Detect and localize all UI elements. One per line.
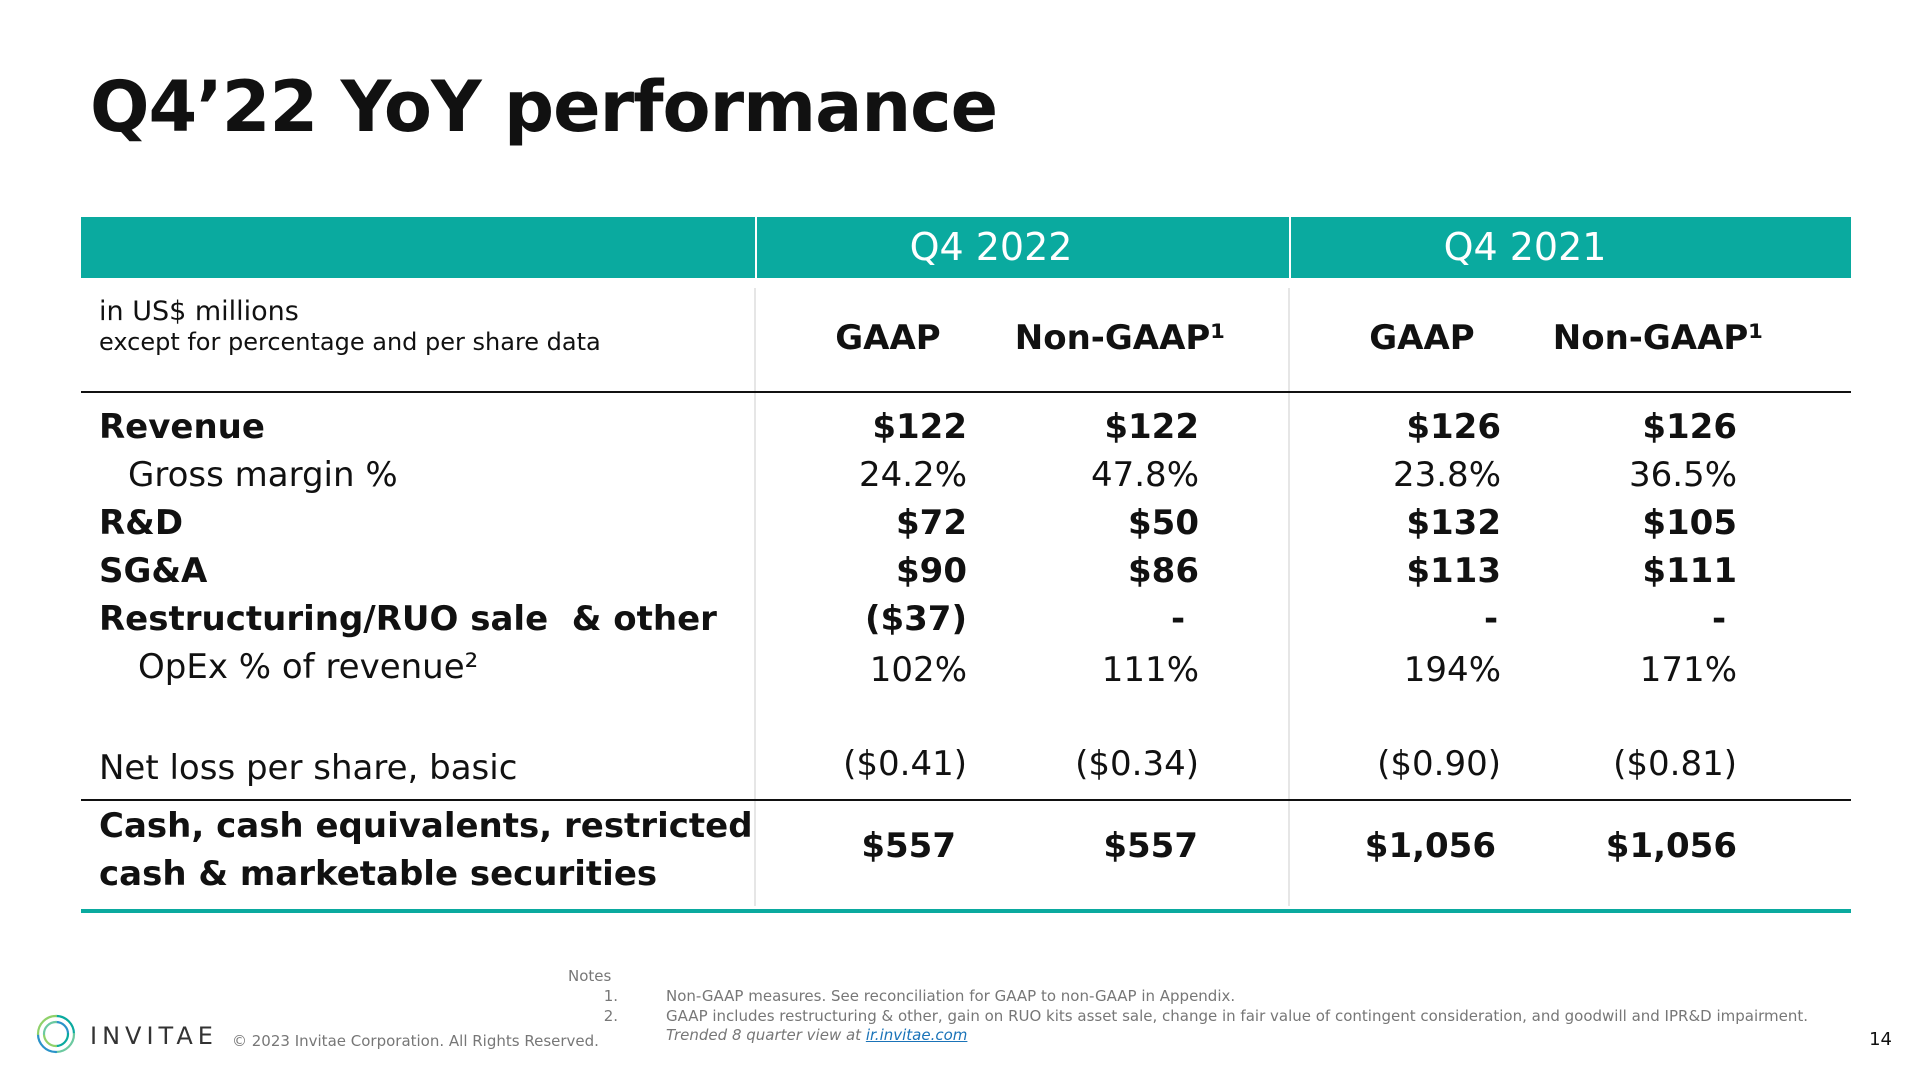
cell-gross-margin-nongaap-2022: 47.8% [1090, 455, 1199, 495]
notes-heading: Notes [568, 967, 612, 985]
cell-rnd-gaap-2022: $72 [896, 503, 967, 543]
row-label-gross-margin: Gross margin % [128, 455, 398, 495]
cell-rnd-nongaap-2021: $105 [1642, 503, 1737, 543]
col-header-gaap-2022: GAAP [835, 318, 941, 358]
period-q4-2022: Q4 2022 [909, 225, 1073, 269]
note-2: GAAP includes restructuring & other, gai… [666, 1007, 1809, 1025]
note-1: Non-GAAP measures. See reconciliation fo… [666, 987, 1236, 1005]
cell-opex-nongaap-2022: 111% [1101, 650, 1199, 690]
col-header-gaap-2021: GAAP [1369, 318, 1475, 358]
header-rule [81, 391, 1851, 393]
cell-restructuring-nongaap-2021: - [1711, 599, 1727, 639]
company-logo-text: INVITAE [90, 1022, 218, 1050]
band-divider-1 [755, 217, 757, 278]
cell-netloss-gaap-2022: ($0.41) [843, 744, 967, 784]
note-number-2: 2. [603, 1007, 618, 1025]
cash-row-rule [81, 799, 1851, 801]
row-label-revenue: Revenue [99, 407, 265, 447]
period-q4-2021: Q4 2021 [1443, 225, 1607, 269]
cell-opex-gaap-2021: 194% [1403, 650, 1501, 690]
cell-restructuring-nongaap-2022: - [1170, 599, 1186, 639]
cell-netloss-gaap-2021: ($0.90) [1377, 744, 1501, 784]
cell-restructuring-gaap-2021: - [1483, 599, 1499, 639]
cell-rnd-gaap-2021: $132 [1406, 503, 1501, 543]
cell-rnd-nongaap-2022: $50 [1128, 503, 1199, 543]
cell-revenue-gaap-2021: $126 [1406, 407, 1501, 447]
page-title: Q4’22 YoY performance [90, 66, 998, 148]
column-divider-2 [1288, 288, 1290, 906]
cell-cash-gaap-2022: $557 [861, 826, 956, 866]
units-label: in US$ millions [99, 296, 299, 327]
copyright: © 2023 Invitae Corporation. All Rights R… [232, 1032, 599, 1050]
cell-gross-margin-nongaap-2021: 36.5% [1628, 455, 1737, 495]
note-trend-text: Trended 8 quarter view at [666, 1026, 866, 1044]
cell-gross-margin-gaap-2021: 23.8% [1392, 455, 1501, 495]
cell-cash-gaap-2021: $1,056 [1364, 826, 1496, 866]
cell-restructuring-gaap-2022: ($37) [864, 599, 967, 639]
invitae-logo-icon [36, 1014, 76, 1054]
cell-revenue-nongaap-2022: $122 [1104, 407, 1199, 447]
row-label-restructuring: Restructuring/RUO sale & other [99, 599, 717, 639]
row-label-net-loss: Net loss per share, basic [99, 748, 518, 788]
cell-cash-nongaap-2021: $1,056 [1605, 826, 1737, 866]
row-label-cash-line1: Cash, cash equivalents, restricted [99, 806, 753, 846]
page-number: 14 [1869, 1029, 1892, 1050]
note-number-1: 1. [603, 987, 618, 1005]
cell-opex-gaap-2022: 102% [869, 650, 967, 690]
period-header-band: Q4 2022 Q4 2021 [81, 217, 1851, 278]
table-bottom-rule [81, 909, 1851, 913]
units-note: except for percentage and per share data [99, 328, 601, 356]
cell-sga-gaap-2021: $113 [1406, 551, 1501, 591]
cell-gross-margin-gaap-2022: 24.2% [858, 455, 967, 495]
row-label-cash-line2: cash & marketable securities [99, 854, 658, 894]
col-header-nongaap-2022: Non-GAAP¹ [1014, 318, 1226, 358]
col-header-nongaap-2021: Non-GAAP¹ [1552, 318, 1764, 358]
cell-sga-gaap-2022: $90 [896, 551, 967, 591]
row-label-rnd: R&D [99, 503, 184, 543]
note-trend: Trended 8 quarter view at ir.invitae.com [666, 1026, 967, 1044]
row-label-sga: SG&A [99, 551, 208, 591]
cell-netloss-nongaap-2022: ($0.34) [1075, 744, 1199, 784]
cell-revenue-gaap-2022: $122 [872, 407, 967, 447]
row-label-opex-pct: OpEx % of revenue² [138, 647, 479, 687]
cell-sga-nongaap-2022: $86 [1128, 551, 1199, 591]
cell-revenue-nongaap-2021: $126 [1642, 407, 1737, 447]
cell-cash-nongaap-2022: $557 [1103, 826, 1198, 866]
ir-link[interactable]: ir.invitae.com [865, 1026, 968, 1044]
column-divider-1 [754, 288, 756, 906]
cell-netloss-nongaap-2021: ($0.81) [1613, 744, 1737, 784]
cell-opex-nongaap-2021: 171% [1639, 650, 1737, 690]
cell-sga-nongaap-2021: $111 [1642, 551, 1737, 591]
band-divider-2 [1289, 217, 1291, 278]
